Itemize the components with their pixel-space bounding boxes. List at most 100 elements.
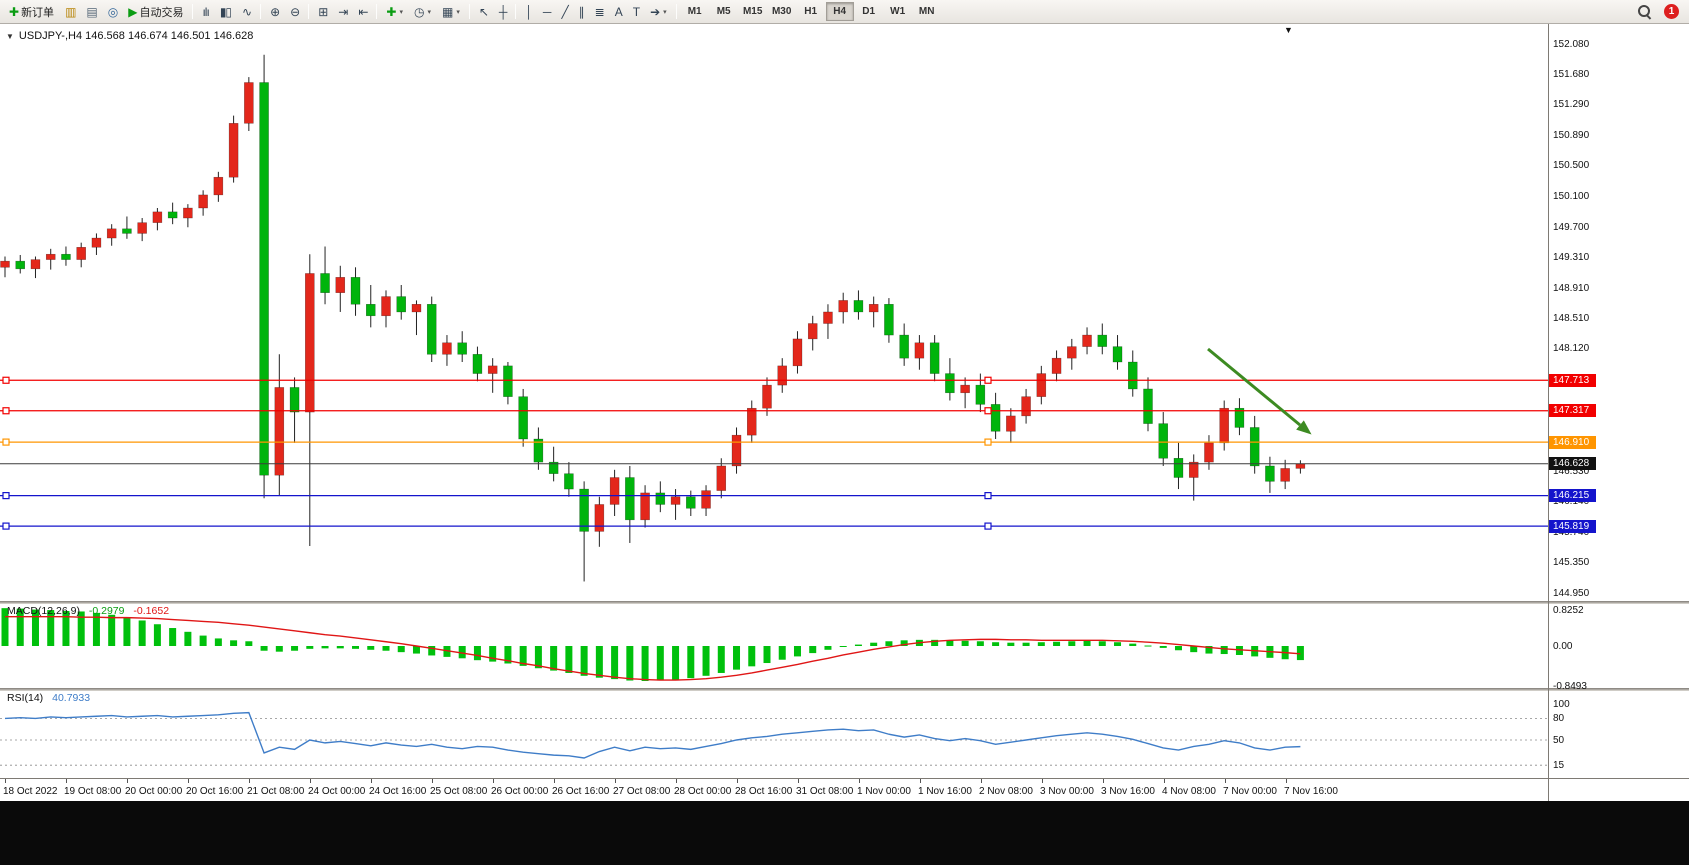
line-handle[interactable] [984, 438, 992, 446]
rsi-chart[interactable] [0, 691, 1548, 778]
macd-bar [534, 646, 542, 669]
macd-bar [443, 646, 451, 657]
candle-body [1082, 334, 1092, 347]
candle-body [548, 461, 559, 474]
trend-arrow-annotation[interactable] [1207, 347, 1312, 435]
candle-body [1158, 423, 1168, 459]
crosshair-button[interactable]: ┼ [494, 2, 512, 22]
candle-body [640, 492, 650, 521]
vertical-line-button[interactable]: │ [520, 2, 537, 22]
macd-bar [230, 640, 238, 646]
one-click-trading-icon[interactable]: ▼ [6, 31, 14, 41]
zoom-in-button[interactable]: ⊕ [265, 2, 284, 22]
candle-body [594, 504, 605, 532]
time-axis-label: 7 Nov 00:00 [1223, 786, 1277, 797]
candle-body [1067, 346, 1077, 359]
candle-body [30, 259, 41, 270]
pane-separator[interactable] [0, 601, 1689, 604]
candle-body [747, 407, 757, 436]
templates-button[interactable]: ▦ ▾ [437, 2, 465, 22]
tile-windows-button[interactable]: ⊞ [313, 2, 332, 22]
time-tick [1164, 779, 1165, 783]
line-handle[interactable] [984, 376, 992, 384]
macd-bar [824, 646, 832, 650]
time-tick [1225, 779, 1226, 783]
horizontal-line-146.910[interactable] [0, 438, 1548, 446]
line-handle[interactable] [2, 376, 10, 384]
time-tick [554, 779, 555, 783]
cursor-button[interactable]: ↖ [474, 2, 493, 22]
candle-body [45, 253, 56, 260]
profile-button[interactable]: ▤ [81, 2, 101, 22]
notifications-badge[interactable]: 1 [1664, 4, 1679, 19]
indicators-button[interactable]: ✚ ▾ [381, 2, 408, 22]
timeframe-h4[interactable]: H4 [825, 2, 854, 21]
arrows-button[interactable]: ➔ ▾ [645, 2, 672, 22]
timeframe-w1[interactable]: W1 [884, 2, 912, 21]
line-handle[interactable] [984, 522, 992, 530]
candlestick-chart-button[interactable]: ▮▯ [215, 2, 236, 22]
chart-shift-button[interactable]: ⇤ [353, 2, 372, 22]
timeframe-m1[interactable]: M1 [681, 2, 709, 21]
toolbar-separator [308, 4, 310, 19]
line-handle[interactable] [984, 492, 992, 500]
line-chart-button[interactable]: ∿ [237, 2, 256, 22]
search-icon [1637, 4, 1652, 19]
search-button[interactable] [1632, 2, 1657, 22]
auto-trading-button[interactable]: ▶ 自动交易 [123, 2, 188, 22]
macd-bar [31, 609, 39, 646]
line-handle[interactable] [2, 522, 10, 530]
timeframe-m15[interactable]: M15 [739, 2, 767, 21]
macd-signal-value: -0.1652 [133, 605, 170, 617]
horizontal-line-146.215[interactable] [0, 492, 1548, 500]
time-axis[interactable]: 18 Oct 2022 19 Oct 08:00 20 Oct 00:00 20 Oc… [0, 778, 1689, 801]
bar-chart-button[interactable]: ılı [197, 2, 213, 22]
macd-bar [717, 646, 725, 673]
candle-body [838, 300, 848, 313]
arrow-shaft[interactable] [1207, 347, 1301, 427]
text-label-button[interactable]: T [628, 2, 644, 22]
horizontal-line-button[interactable]: ─ [538, 2, 556, 22]
pane-separator[interactable] [0, 688, 1689, 691]
horizontal-line-147.713[interactable] [0, 376, 1548, 384]
timeframe-m5[interactable]: M5 [710, 2, 738, 21]
horizontal-line-147.317[interactable] [0, 407, 1548, 415]
macd-bar [77, 611, 85, 646]
price-chart[interactable] [0, 24, 1548, 601]
timeframe-d1[interactable]: D1 [855, 2, 883, 21]
trendline-button[interactable]: ╱ [556, 2, 572, 22]
timeframe-h1[interactable]: H1 [797, 2, 825, 21]
candle-body [792, 338, 803, 367]
macd-chart[interactable] [0, 604, 1548, 688]
zoom-out-button[interactable]: ⊖ [285, 2, 304, 22]
new-order-button[interactable]: ✚ 新订单 [4, 2, 59, 22]
horizontal-line-145.819[interactable] [0, 522, 1548, 530]
line-handle[interactable] [2, 438, 10, 446]
candle-body [716, 465, 727, 491]
candle-body [396, 296, 406, 313]
charts-window-button[interactable]: ▥ [60, 2, 80, 22]
rsi-axis-label: 15 [1553, 759, 1565, 771]
time-tick [249, 779, 250, 783]
channel-button[interactable]: ∥ [574, 2, 589, 22]
data-window-button[interactable]: ◎ [103, 2, 122, 22]
line-handle[interactable] [984, 407, 992, 415]
candle-body [777, 365, 787, 386]
macd-bar [900, 640, 908, 646]
timeframe-mn[interactable]: MN [913, 2, 941, 21]
time-tick [5, 779, 6, 783]
candle-body [244, 82, 254, 124]
chart-shift-marker-icon[interactable]: ▼ [1284, 25, 1293, 35]
macd-axis-label: 0.8252 [1553, 604, 1584, 616]
time-axis-label: 24 Oct 00:00 [308, 786, 366, 797]
line-handle[interactable] [2, 407, 10, 415]
periods-button[interactable]: ◷ ▾ [409, 2, 436, 22]
candle-body [914, 342, 925, 359]
macd-bar [1, 608, 9, 646]
auto-scroll-button[interactable]: ⇥ [333, 2, 352, 22]
text-button[interactable]: A [610, 2, 627, 22]
timeframe-m30[interactable]: M30 [768, 2, 796, 21]
candle-body [1204, 442, 1214, 463]
fibonacci-button[interactable]: ≣ [590, 2, 609, 22]
line-handle[interactable] [2, 492, 10, 500]
